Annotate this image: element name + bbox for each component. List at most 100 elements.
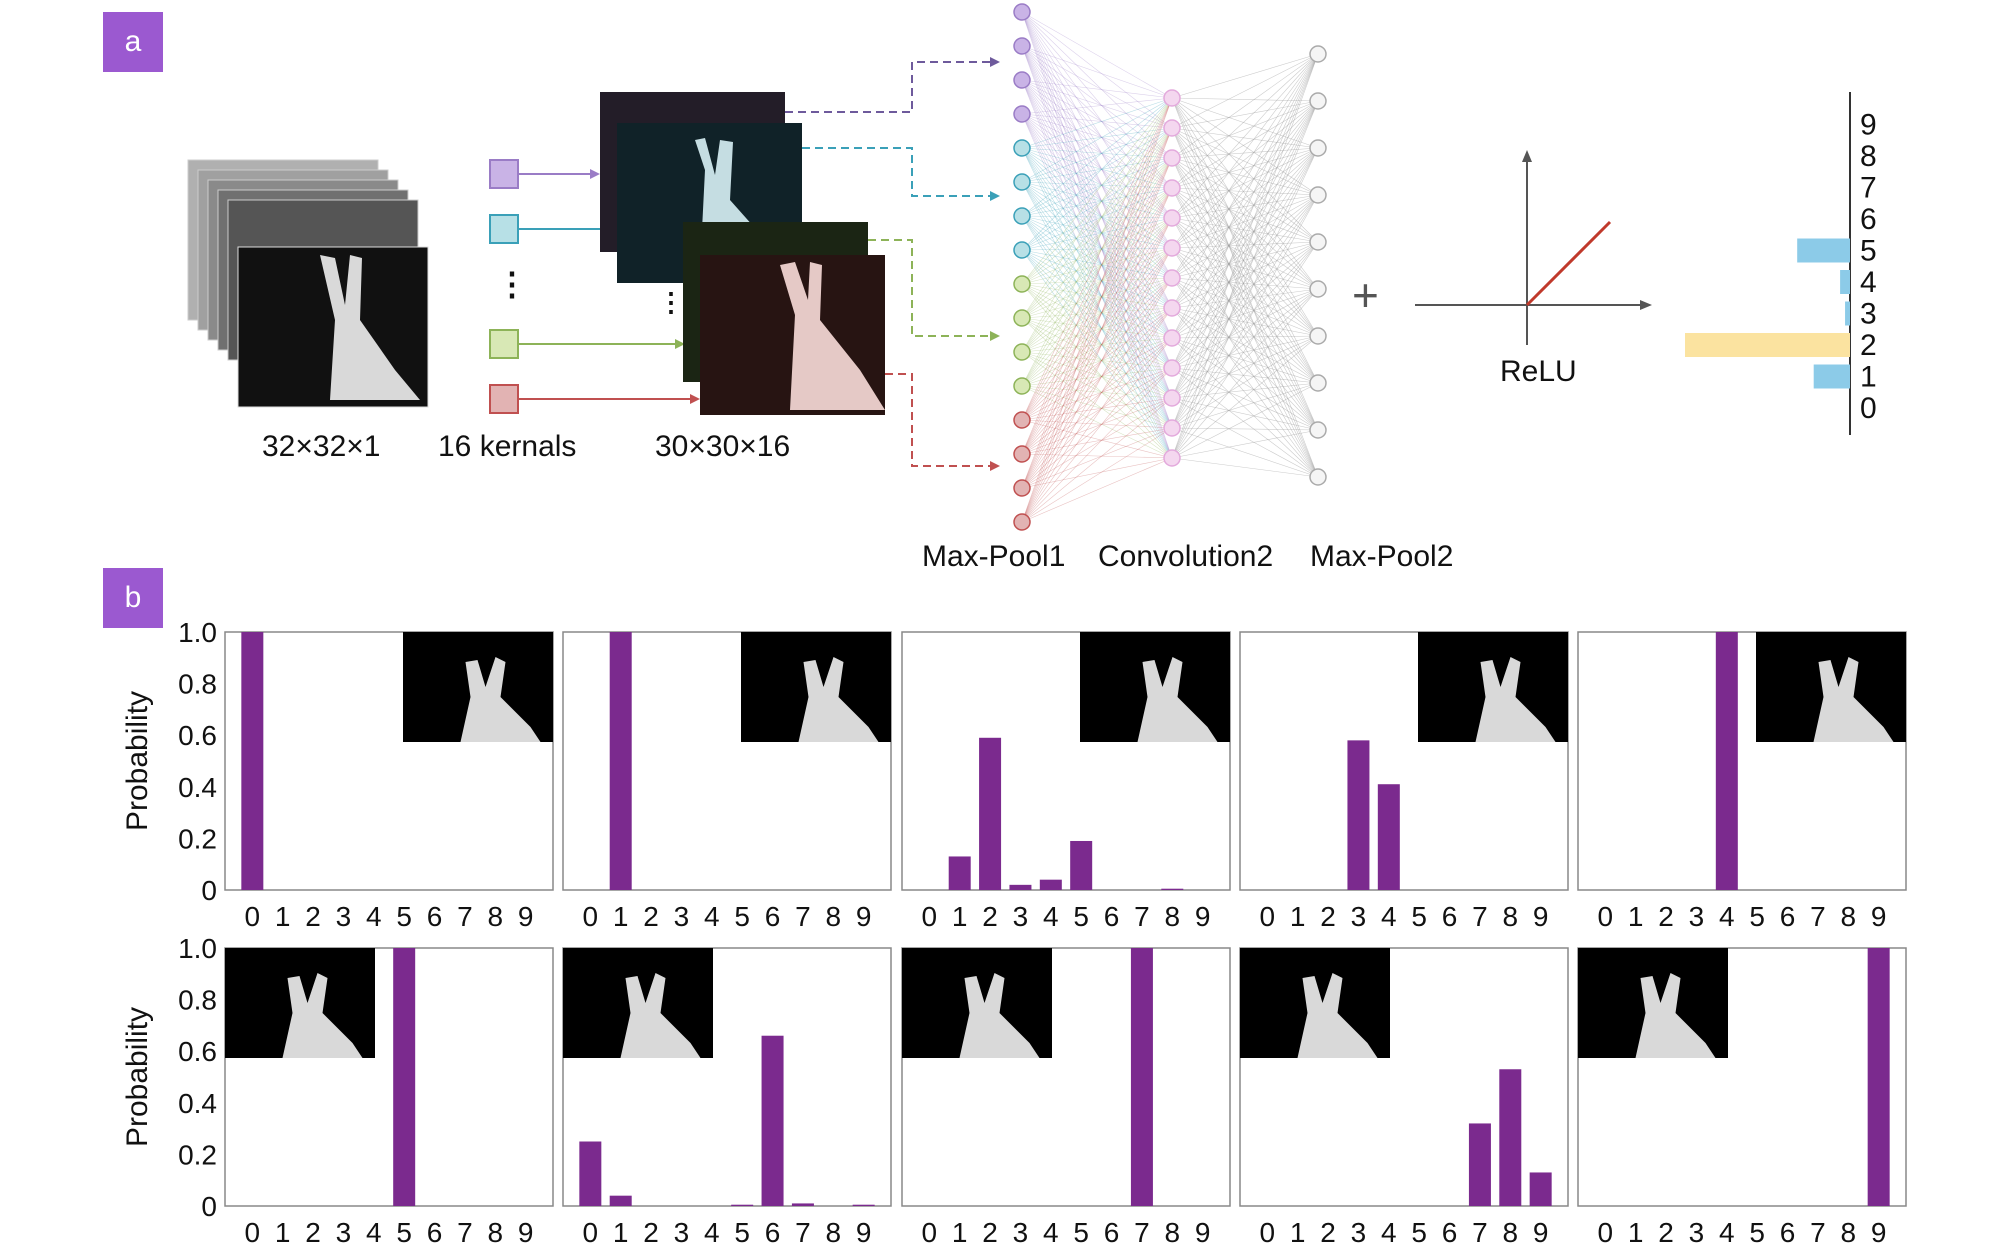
edge-conv2-pool2 <box>1171 97 1319 102</box>
edge-conv2-pool2 <box>1171 53 1319 189</box>
x-tick-label: 0 <box>1598 901 1614 932</box>
edge-conv2-pool2 <box>1171 187 1319 478</box>
x-tick-label: 0 <box>922 901 938 932</box>
relu-plot <box>1415 150 1652 345</box>
edge-conv2-pool2 <box>1171 147 1319 369</box>
edge-conv2-pool2 <box>1171 335 1319 429</box>
edge-pool1-conv2 <box>1021 113 1173 279</box>
edge-conv2-pool2 <box>1171 307 1319 337</box>
edge-pool1-conv2 <box>1021 283 1173 309</box>
edge-pool1-conv2 <box>1021 337 1173 421</box>
x-tick-label: 3 <box>336 1217 352 1248</box>
edge-conv2-pool2 <box>1171 157 1319 478</box>
x-tick-label: 6 <box>1442 1217 1458 1248</box>
edge-pool1-conv2 <box>1021 97 1173 455</box>
edge-pool1-conv2 <box>1021 97 1173 353</box>
hand-inset-image <box>1080 632 1230 742</box>
edge-pool1-conv2 <box>1021 247 1173 251</box>
x-tick-label: 6 <box>765 901 781 932</box>
edge-pool1-conv2 <box>1021 11 1173 399</box>
conv2-node <box>1163 269 1181 287</box>
probability-bar <box>1039 879 1062 890</box>
feature-size-label: 30×30×16 <box>655 430 791 463</box>
edge-pool1-conv2 <box>1021 157 1173 353</box>
edge-conv2-pool2 <box>1171 147 1319 249</box>
conv2-node <box>1163 329 1181 347</box>
x-tick-label: 3 <box>1013 901 1029 932</box>
edge-conv2-pool2 <box>1171 157 1319 384</box>
maxpool2-node <box>1309 233 1327 251</box>
edge-pool1-conv2 <box>1021 11 1173 369</box>
edge-pool1-conv2 <box>1021 317 1173 429</box>
x-tick-label: 8 <box>488 1217 504 1248</box>
output-bar <box>1840 270 1850 294</box>
output-bar <box>1797 238 1850 263</box>
edge-pool1-conv2 <box>1021 397 1173 523</box>
x-tick-label: 9 <box>518 901 534 932</box>
edge-conv2-pool2 <box>1171 97 1319 149</box>
probability-bar <box>852 1204 875 1206</box>
edge-pool1-conv2 <box>1021 45 1173 399</box>
edge-conv2-pool2 <box>1171 147 1319 459</box>
edge-pool1-conv2 <box>1021 97 1173 251</box>
edge-pool1-conv2 <box>1021 307 1173 523</box>
edge-pool1-conv2 <box>1021 127 1173 251</box>
edge-conv2-pool2 <box>1171 217 1319 431</box>
kernel-ellipsis: ⋮ <box>496 266 528 302</box>
edge-conv2-pool2 <box>1171 194 1319 249</box>
maxpool2-node <box>1309 92 1327 110</box>
edge-pool1-conv2 <box>1021 215 1173 339</box>
edge-pool1-conv2 <box>1021 97 1173 217</box>
edge-conv2-pool2 <box>1171 100 1319 279</box>
edge-pool1-conv2 <box>1021 45 1173 429</box>
edge-conv2-pool2 <box>1171 100 1319 189</box>
edge-pool1-conv2 <box>1021 217 1173 387</box>
edge-conv2-pool2 <box>1171 335 1319 399</box>
plot-frame <box>562 947 892 1207</box>
edge-conv2-pool2 <box>1171 277 1319 290</box>
edge-conv2-pool2 <box>1171 127 1319 337</box>
edge-conv2-pool2 <box>1171 288 1319 369</box>
edge-pool1-conv2 <box>1021 45 1173 279</box>
x-tick-label: 5 <box>1749 1217 1765 1248</box>
kernel-square-4 <box>489 384 519 414</box>
edge-conv2-pool2 <box>1171 53 1319 459</box>
edge-pool1-conv2 <box>1021 187 1173 251</box>
edge-pool1-conv2 <box>1021 157 1173 251</box>
edge-conv2-pool2 <box>1171 100 1319 339</box>
edge-conv2-pool2 <box>1171 335 1319 459</box>
y-tick-label: 0.2 <box>178 823 217 854</box>
probability-bar <box>1867 948 1890 1206</box>
edge-pool1-conv2 <box>1021 247 1173 353</box>
edge-conv2-pool2 <box>1171 217 1319 478</box>
x-tick-label: 6 <box>427 901 443 932</box>
edge-conv2-pool2 <box>1171 194 1319 279</box>
x-tick-label: 5 <box>396 901 412 932</box>
edge-pool1-conv2 <box>1021 307 1173 421</box>
edge-pool1-conv2 <box>1021 147 1173 219</box>
edge-pool1-conv2 <box>1021 45 1173 459</box>
edge-pool1-conv2 <box>1021 113 1173 429</box>
edge-pool1-conv2 <box>1021 127 1173 149</box>
edge-conv2-pool2 <box>1171 100 1319 159</box>
x-tick-label: 7 <box>1134 1217 1150 1248</box>
edge-conv2-pool2 <box>1171 367 1319 431</box>
conv2-node <box>1163 209 1181 227</box>
maxpool2-node <box>1309 45 1327 63</box>
edge-pool1-conv2 <box>1021 113 1173 129</box>
edge-conv2-pool2 <box>1171 288 1319 309</box>
edge-conv2-pool2 <box>1171 147 1319 399</box>
output-bar <box>1813 364 1850 389</box>
probability-bar <box>1130 948 1153 1206</box>
edge-pool1-conv2 <box>1021 11 1173 129</box>
edge-conv2-pool2 <box>1171 194 1319 219</box>
x-tick-label: 3 <box>674 1217 690 1248</box>
x-tick-label: 2 <box>982 901 998 932</box>
x-tick-label: 7 <box>1134 901 1150 932</box>
maxpool1-node <box>1013 513 1031 531</box>
edge-conv2-pool2 <box>1171 53 1319 159</box>
edge-conv2-pool2 <box>1171 457 1319 478</box>
